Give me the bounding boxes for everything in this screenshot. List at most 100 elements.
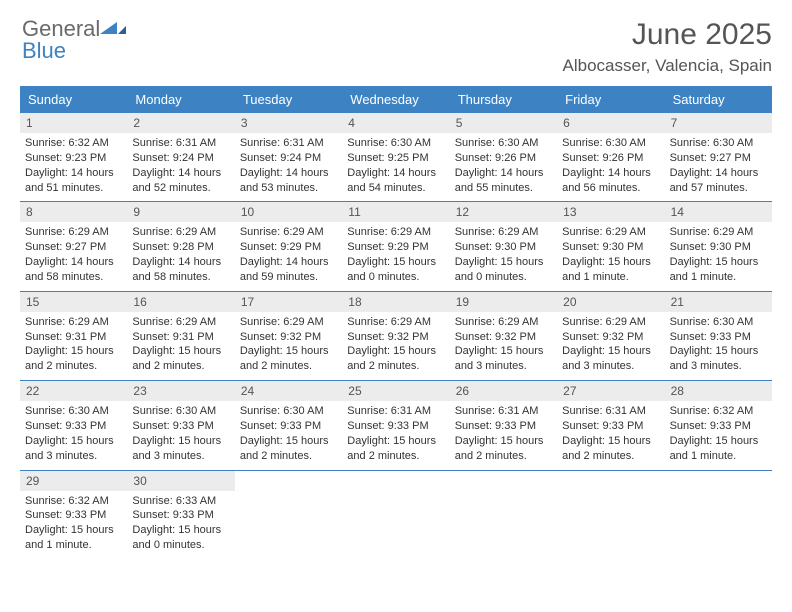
day-number: 5 <box>450 113 557 133</box>
day-header: Tuesday <box>235 86 342 113</box>
daylight-text-1: Daylight: 15 hours <box>670 255 767 270</box>
sunset-text: Sunset: 9:29 PM <box>240 240 337 255</box>
daylight-text-2: and 3 minutes. <box>670 359 767 374</box>
sunrise-text: Sunrise: 6:30 AM <box>455 136 552 151</box>
sunset-text: Sunset: 9:33 PM <box>562 419 659 434</box>
day-header: Friday <box>557 86 664 113</box>
day-number: 9 <box>127 202 234 222</box>
sunset-text: Sunset: 9:24 PM <box>240 151 337 166</box>
day-details: Sunrise: 6:32 AMSunset: 9:33 PMDaylight:… <box>665 401 772 469</box>
sunset-text: Sunset: 9:32 PM <box>562 330 659 345</box>
day-number: 18 <box>342 292 449 312</box>
sunset-text: Sunset: 9:33 PM <box>670 330 767 345</box>
daylight-text-2: and 0 minutes. <box>455 270 552 285</box>
sunset-text: Sunset: 9:24 PM <box>132 151 229 166</box>
calendar-cell: 20Sunrise: 6:29 AMSunset: 9:32 PMDayligh… <box>557 292 664 380</box>
sunset-text: Sunset: 9:33 PM <box>25 419 122 434</box>
daylight-text-2: and 1 minute. <box>670 449 767 464</box>
day-details: Sunrise: 6:29 AMSunset: 9:29 PMDaylight:… <box>235 222 342 290</box>
daylight-text-1: Daylight: 15 hours <box>455 344 552 359</box>
week-row: 1Sunrise: 6:32 AMSunset: 9:23 PMDaylight… <box>20 113 772 202</box>
calendar-cell: 15Sunrise: 6:29 AMSunset: 9:31 PMDayligh… <box>20 292 127 380</box>
daylight-text-2: and 2 minutes. <box>562 449 659 464</box>
daylight-text-2: and 2 minutes. <box>132 359 229 374</box>
sunrise-text: Sunrise: 6:30 AM <box>25 404 122 419</box>
title-block: June 2025 Albocasser, Valencia, Spain <box>563 18 772 76</box>
day-details: Sunrise: 6:31 AMSunset: 9:33 PMDaylight:… <box>557 401 664 469</box>
day-number: 21 <box>665 292 772 312</box>
sunset-text: Sunset: 9:30 PM <box>670 240 767 255</box>
sunrise-text: Sunrise: 6:29 AM <box>455 225 552 240</box>
day-header: Sunday <box>20 86 127 113</box>
sunrise-text: Sunrise: 6:29 AM <box>240 315 337 330</box>
weeks-container: 1Sunrise: 6:32 AMSunset: 9:23 PMDaylight… <box>20 113 772 559</box>
daylight-text-1: Daylight: 15 hours <box>25 523 122 538</box>
sunset-text: Sunset: 9:26 PM <box>455 151 552 166</box>
daylight-text-2: and 58 minutes. <box>25 270 122 285</box>
daylight-text-2: and 3 minutes. <box>562 359 659 374</box>
sunrise-text: Sunrise: 6:30 AM <box>670 315 767 330</box>
day-details: Sunrise: 6:30 AMSunset: 9:26 PMDaylight:… <box>450 133 557 201</box>
calendar-cell: 2Sunrise: 6:31 AMSunset: 9:24 PMDaylight… <box>127 113 234 201</box>
sunrise-text: Sunrise: 6:29 AM <box>25 315 122 330</box>
logo-text: GeneralBlue <box>22 18 126 62</box>
calendar-cell: 18Sunrise: 6:29 AMSunset: 9:32 PMDayligh… <box>342 292 449 380</box>
day-number: 7 <box>665 113 772 133</box>
day-number: 12 <box>450 202 557 222</box>
daylight-text-2: and 57 minutes. <box>670 181 767 196</box>
day-details: Sunrise: 6:32 AMSunset: 9:23 PMDaylight:… <box>20 133 127 201</box>
sunrise-text: Sunrise: 6:32 AM <box>670 404 767 419</box>
sunrise-text: Sunrise: 6:33 AM <box>132 494 229 509</box>
sunrise-text: Sunrise: 6:29 AM <box>25 225 122 240</box>
day-details: Sunrise: 6:29 AMSunset: 9:32 PMDaylight:… <box>450 312 557 380</box>
sunset-text: Sunset: 9:33 PM <box>25 508 122 523</box>
calendar-cell: 17Sunrise: 6:29 AMSunset: 9:32 PMDayligh… <box>235 292 342 380</box>
sunrise-text: Sunrise: 6:30 AM <box>240 404 337 419</box>
day-header: Thursday <box>450 86 557 113</box>
day-number: 17 <box>235 292 342 312</box>
daylight-text-1: Daylight: 15 hours <box>25 434 122 449</box>
sunrise-text: Sunrise: 6:29 AM <box>562 225 659 240</box>
sunset-text: Sunset: 9:32 PM <box>455 330 552 345</box>
calendar-cell: 23Sunrise: 6:30 AMSunset: 9:33 PMDayligh… <box>127 381 234 469</box>
day-number: 24 <box>235 381 342 401</box>
sunset-text: Sunset: 9:30 PM <box>562 240 659 255</box>
day-details: Sunrise: 6:30 AMSunset: 9:33 PMDaylight:… <box>665 312 772 380</box>
daylight-text-1: Daylight: 15 hours <box>347 255 444 270</box>
sunrise-text: Sunrise: 6:31 AM <box>132 136 229 151</box>
day-number: 29 <box>20 471 127 491</box>
daylight-text-2: and 2 minutes. <box>240 359 337 374</box>
day-details: Sunrise: 6:30 AMSunset: 9:27 PMDaylight:… <box>665 133 772 201</box>
day-number: 23 <box>127 381 234 401</box>
daylight-text-1: Daylight: 14 hours <box>132 166 229 181</box>
day-details: Sunrise: 6:31 AMSunset: 9:24 PMDaylight:… <box>127 133 234 201</box>
daylight-text-2: and 53 minutes. <box>240 181 337 196</box>
daylight-text-1: Daylight: 14 hours <box>347 166 444 181</box>
calendar-cell: 6Sunrise: 6:30 AMSunset: 9:26 PMDaylight… <box>557 113 664 201</box>
daylight-text-1: Daylight: 14 hours <box>132 255 229 270</box>
sunrise-text: Sunrise: 6:30 AM <box>347 136 444 151</box>
daylight-text-1: Daylight: 15 hours <box>132 434 229 449</box>
day-number: 10 <box>235 202 342 222</box>
calendar-cell: 19Sunrise: 6:29 AMSunset: 9:32 PMDayligh… <box>450 292 557 380</box>
daylight-text-1: Daylight: 15 hours <box>455 434 552 449</box>
daylight-text-1: Daylight: 14 hours <box>562 166 659 181</box>
daylight-text-1: Daylight: 15 hours <box>670 434 767 449</box>
sunset-text: Sunset: 9:27 PM <box>670 151 767 166</box>
day-details: Sunrise: 6:29 AMSunset: 9:32 PMDaylight:… <box>557 312 664 380</box>
day-number: 4 <box>342 113 449 133</box>
calendar-cell: 3Sunrise: 6:31 AMSunset: 9:24 PMDaylight… <box>235 113 342 201</box>
calendar-cell: 4Sunrise: 6:30 AMSunset: 9:25 PMDaylight… <box>342 113 449 201</box>
day-number: 30 <box>127 471 234 491</box>
calendar-cell <box>450 471 557 559</box>
calendar: Sunday Monday Tuesday Wednesday Thursday… <box>20 86 772 559</box>
sunset-text: Sunset: 9:29 PM <box>347 240 444 255</box>
sunrise-text: Sunrise: 6:29 AM <box>347 315 444 330</box>
calendar-cell: 12Sunrise: 6:29 AMSunset: 9:30 PMDayligh… <box>450 202 557 290</box>
daylight-text-2: and 2 minutes. <box>347 359 444 374</box>
daylight-text-1: Daylight: 14 hours <box>25 166 122 181</box>
sunset-text: Sunset: 9:33 PM <box>132 508 229 523</box>
day-details: Sunrise: 6:30 AMSunset: 9:33 PMDaylight:… <box>20 401 127 469</box>
week-row: 29Sunrise: 6:32 AMSunset: 9:33 PMDayligh… <box>20 471 772 559</box>
sunset-text: Sunset: 9:31 PM <box>132 330 229 345</box>
